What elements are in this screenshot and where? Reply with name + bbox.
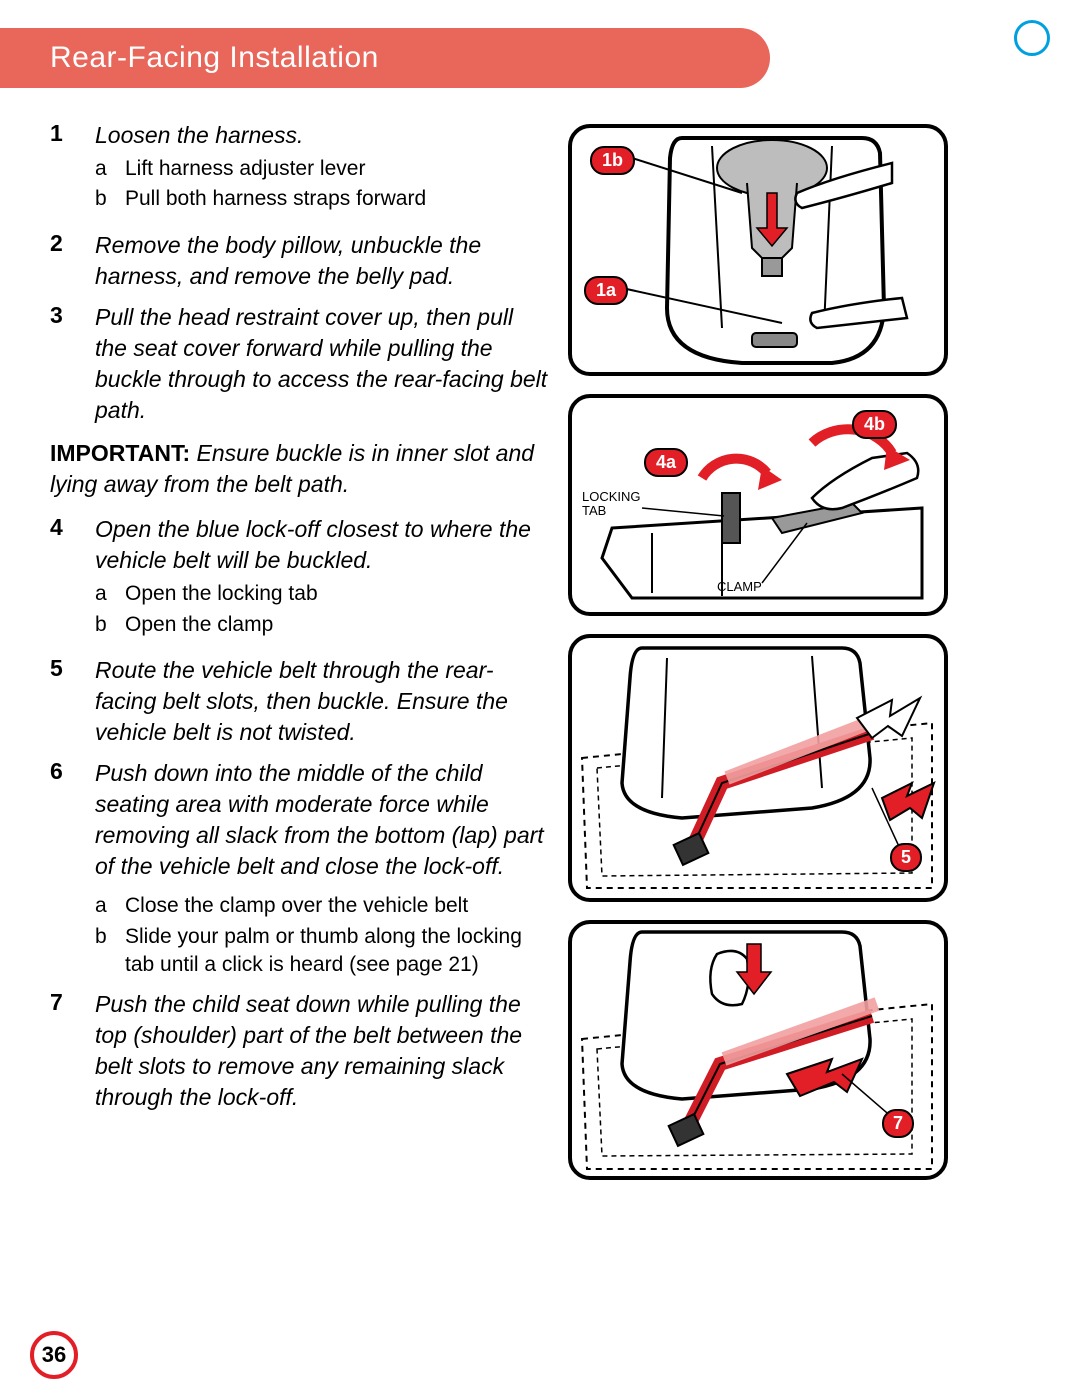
- step-3: 3 Pull the head restraint cover up, then…: [50, 302, 550, 426]
- page-number: 36: [30, 1331, 78, 1379]
- figure-4: 7: [568, 920, 948, 1180]
- substep: b Open the clamp: [95, 611, 550, 639]
- step-4: 4 Open the blue lock-off closest to wher…: [50, 514, 550, 645]
- step-title: Loosen the harness.: [95, 120, 550, 151]
- callout-4b: 4b: [852, 410, 897, 439]
- label-clamp: CLAMP: [717, 580, 762, 594]
- figure-1: 1b 1a: [568, 124, 948, 376]
- header-bar: Rear-Facing Installation: [0, 28, 770, 88]
- callout-4a: 4a: [644, 448, 688, 477]
- label-locking-tab: LOCKING TAB: [582, 490, 644, 519]
- instructions-column: 1 Loosen the harness. a Lift harness adj…: [50, 120, 550, 1123]
- step-number: 1: [50, 120, 95, 220]
- step-number: 7: [50, 989, 95, 1113]
- callout-5: 5: [890, 843, 922, 872]
- substep: b Slide your palm or thumb along the loc…: [95, 923, 550, 980]
- step-title: Pull the head restraint cover up, then p…: [95, 302, 550, 426]
- step-2: 2 Remove the body pillow, unbuckle the h…: [50, 230, 550, 292]
- header-title: Rear-Facing Installation: [50, 41, 379, 75]
- step-7: 7 Push the child seat down while pulling…: [50, 989, 550, 1113]
- figures-column: 1b 1a 4a 4b LOCKING TAB CLAMP: [568, 124, 948, 1198]
- step-1: 1 Loosen the harness. a Lift harness adj…: [50, 120, 550, 220]
- figure-2: 4a 4b LOCKING TAB CLAMP: [568, 394, 948, 616]
- callout-7: 7: [882, 1109, 914, 1138]
- step-6: 6 Push down into the middle of the child…: [50, 758, 550, 882]
- figure-3: 5: [568, 634, 948, 902]
- step-number: 5: [50, 655, 95, 748]
- step-title: Push the child seat down while pulling t…: [95, 989, 550, 1113]
- figure-3-illustration: [572, 638, 944, 898]
- callout-1b: 1b: [590, 146, 635, 175]
- figure-4-illustration: [572, 924, 944, 1176]
- substep: a Close the clamp over the vehicle belt: [95, 892, 550, 920]
- important-note: IMPORTANT: Ensure buckle is in inner slo…: [50, 438, 550, 500]
- step-title: Open the blue lock-off closest to where …: [95, 514, 550, 576]
- substep: a Lift harness adjuster lever: [95, 155, 550, 183]
- step-number: 3: [50, 302, 95, 426]
- step-title: Route the vehicle belt through the rear-…: [95, 655, 550, 748]
- step-number: 4: [50, 514, 95, 645]
- callout-1a: 1a: [584, 276, 628, 305]
- substep: b Pull both harness straps forward: [95, 185, 550, 213]
- substep: a Open the locking tab: [95, 580, 550, 608]
- step-title: Remove the body pillow, unbuckle the har…: [95, 230, 550, 292]
- step-number: 6: [50, 758, 95, 882]
- step-number: 2: [50, 230, 95, 292]
- step-5: 5 Route the vehicle belt through the rea…: [50, 655, 550, 748]
- step-title: Push down into the middle of the child s…: [95, 758, 550, 882]
- accent-circle-icon: [1014, 20, 1050, 56]
